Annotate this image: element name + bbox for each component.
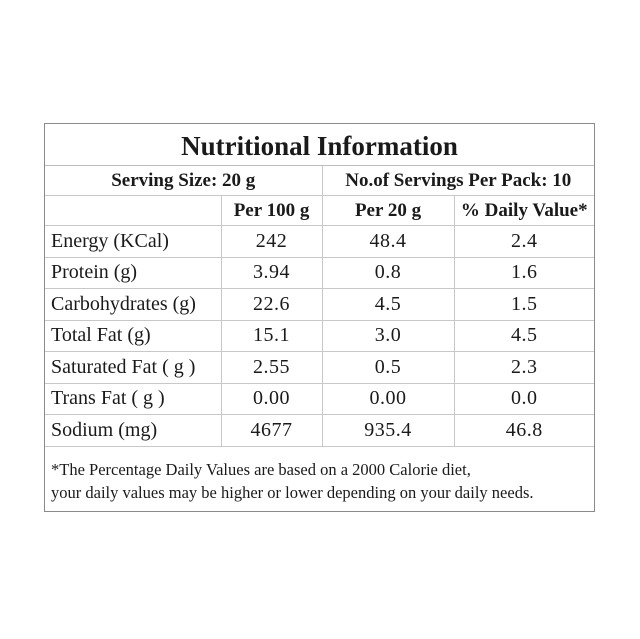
per-100g-value: 0.00 (221, 383, 323, 415)
per-20g-value: 0.8 (322, 257, 455, 289)
column-header-empty (45, 195, 222, 226)
nutrient-label: Energy (KCal) (45, 225, 222, 258)
column-header-per-20g: Per 20 g (322, 195, 455, 226)
serving-row: Serving Size: 20 g No.of Servings Per Pa… (45, 166, 595, 196)
daily-value: 1.6 (454, 257, 595, 289)
column-header-row: Per 100 g Per 20 g % Daily Value* (45, 195, 595, 226)
per-100g-value: 2.55 (221, 351, 323, 384)
table-row: Protein (g) 3.94 0.8 1.6 (45, 257, 595, 289)
table-row: Carbohydrates (g) 22.6 4.5 1.5 (45, 288, 595, 321)
table-row: Saturated Fat ( g ) 2.55 0.5 2.3 (45, 351, 595, 384)
daily-value: 2.4 (454, 225, 595, 258)
per-20g-value: 0.5 (322, 351, 455, 384)
nutrient-label: Sodium (mg) (45, 414, 222, 447)
per-100g-value: 22.6 (221, 288, 323, 321)
serving-size: Serving Size: 20 g (45, 166, 323, 196)
column-header-daily-value: % Daily Value* (454, 195, 595, 226)
per-20g-value: 48.4 (322, 225, 455, 258)
nutrient-label: Carbohydrates (g) (45, 288, 222, 321)
nutrient-label: Trans Fat ( g ) (45, 383, 222, 415)
footnote-line: your daily values may be higher or lower… (51, 483, 534, 502)
nutrition-panel: Nutritional Information Serving Size: 20… (44, 123, 595, 512)
per-20g-value: 935.4 (322, 414, 455, 447)
footnote: *The Percentage Daily Values are based o… (51, 458, 591, 504)
column-header-per-100g: Per 100 g (221, 195, 323, 226)
panel-title: Nutritional Information (45, 124, 594, 166)
daily-value: 1.5 (454, 288, 595, 321)
per-20g-value: 4.5 (322, 288, 455, 321)
nutrition-table: Serving Size: 20 g No.of Servings Per Pa… (45, 166, 595, 447)
daily-value: 0.0 (454, 383, 595, 415)
table-row: Total Fat (g) 15.1 3.0 4.5 (45, 320, 595, 352)
daily-value: 46.8 (454, 414, 595, 447)
per-100g-value: 3.94 (221, 257, 323, 289)
table-row: Trans Fat ( g ) 0.00 0.00 0.0 (45, 383, 595, 415)
daily-value: 4.5 (454, 320, 595, 352)
nutrient-label: Saturated Fat ( g ) (45, 351, 222, 384)
footnote-line: *The Percentage Daily Values are based o… (51, 460, 471, 479)
nutrient-label: Total Fat (g) (45, 320, 222, 352)
per-100g-value: 15.1 (221, 320, 323, 352)
per-100g-value: 242 (221, 225, 323, 258)
daily-value: 2.3 (454, 351, 595, 384)
table-row: Sodium (mg) 4677 935.4 46.8 (45, 414, 595, 447)
per-100g-value: 4677 (221, 414, 323, 447)
servings-per-pack: No.of Servings Per Pack: 10 (322, 166, 595, 196)
per-20g-value: 0.00 (322, 383, 455, 415)
per-20g-value: 3.0 (322, 320, 455, 352)
table-row: Energy (KCal) 242 48.4 2.4 (45, 225, 595, 258)
nutrient-label: Protein (g) (45, 257, 222, 289)
